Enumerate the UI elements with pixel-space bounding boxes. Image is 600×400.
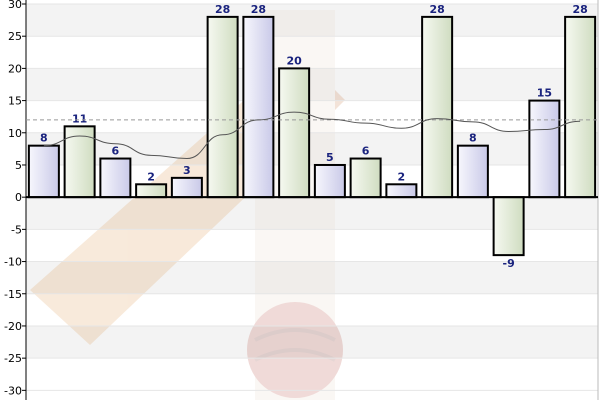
data-label-2: 11 bbox=[72, 112, 87, 125]
bar-15 bbox=[528, 99, 561, 199]
background-band bbox=[26, 325, 598, 359]
y-tick-label: -10 bbox=[4, 256, 22, 269]
data-label-10: 6 bbox=[362, 145, 370, 158]
y-tick-label: -20 bbox=[4, 320, 22, 333]
data-label-3: 6 bbox=[112, 145, 120, 158]
overlay-lines bbox=[26, 111, 598, 160]
y-tick-label: -25 bbox=[4, 352, 22, 365]
data-label-12: 28 bbox=[429, 3, 444, 16]
data-label-13: 8 bbox=[469, 132, 477, 145]
bar-3 bbox=[99, 157, 132, 199]
bar-11 bbox=[385, 183, 418, 199]
bar-12 bbox=[421, 15, 454, 199]
bar-8 bbox=[278, 67, 311, 199]
background-band bbox=[26, 261, 598, 294]
data-label-16: 28 bbox=[572, 3, 587, 16]
data-label-15: 15 bbox=[537, 87, 552, 100]
bar-4 bbox=[135, 183, 168, 199]
bar-10 bbox=[349, 157, 382, 199]
y-tick-label: -15 bbox=[4, 288, 22, 301]
data-label-6: 28 bbox=[215, 3, 230, 16]
data-label-8: 20 bbox=[286, 54, 302, 67]
data-label-1: 8 bbox=[40, 132, 48, 145]
y-tick-label: 30 bbox=[8, 0, 22, 11]
y-tick-label: 10 bbox=[8, 127, 22, 140]
y-tick-label: -30 bbox=[4, 384, 22, 397]
data-label-11: 2 bbox=[398, 170, 406, 183]
bars bbox=[26, 15, 598, 257]
data-label-4: 2 bbox=[147, 170, 155, 183]
bar-5 bbox=[170, 176, 203, 199]
bar-2 bbox=[63, 125, 96, 199]
y-tick-label: 20 bbox=[8, 62, 22, 75]
trend-line bbox=[43, 111, 581, 160]
bar-9 bbox=[313, 163, 346, 199]
bar-16 bbox=[564, 15, 597, 199]
data-label-14: -9 bbox=[503, 257, 515, 270]
bar-13 bbox=[456, 144, 489, 199]
background-band bbox=[26, 68, 598, 101]
bar-1 bbox=[27, 144, 60, 199]
bar-6 bbox=[206, 15, 239, 199]
data-label-7: 28 bbox=[251, 3, 266, 16]
y-tick-label: 5 bbox=[15, 159, 22, 172]
data-labels: 8 11 6 2 3 28 28 20 5 6 2 28 8 -9 15 28 bbox=[40, 3, 588, 270]
bar-7 bbox=[242, 15, 275, 199]
y-tick-label: 15 bbox=[8, 95, 22, 108]
data-label-5: 3 bbox=[183, 164, 191, 177]
data-label-9: 5 bbox=[326, 151, 334, 164]
background-band bbox=[26, 4, 598, 37]
y-tick-label: 25 bbox=[8, 30, 22, 43]
y-tick-label: 0 bbox=[15, 191, 22, 204]
bar-14 bbox=[492, 196, 525, 257]
y-tick-label: -5 bbox=[11, 223, 22, 236]
